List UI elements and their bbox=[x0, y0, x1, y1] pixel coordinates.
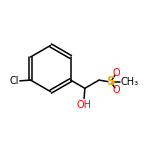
Text: CH₃: CH₃ bbox=[120, 77, 138, 87]
Text: O: O bbox=[113, 85, 120, 95]
Text: S: S bbox=[106, 75, 114, 88]
Text: Cl: Cl bbox=[10, 76, 19, 86]
Text: OH: OH bbox=[77, 100, 92, 110]
Text: O: O bbox=[113, 68, 120, 78]
